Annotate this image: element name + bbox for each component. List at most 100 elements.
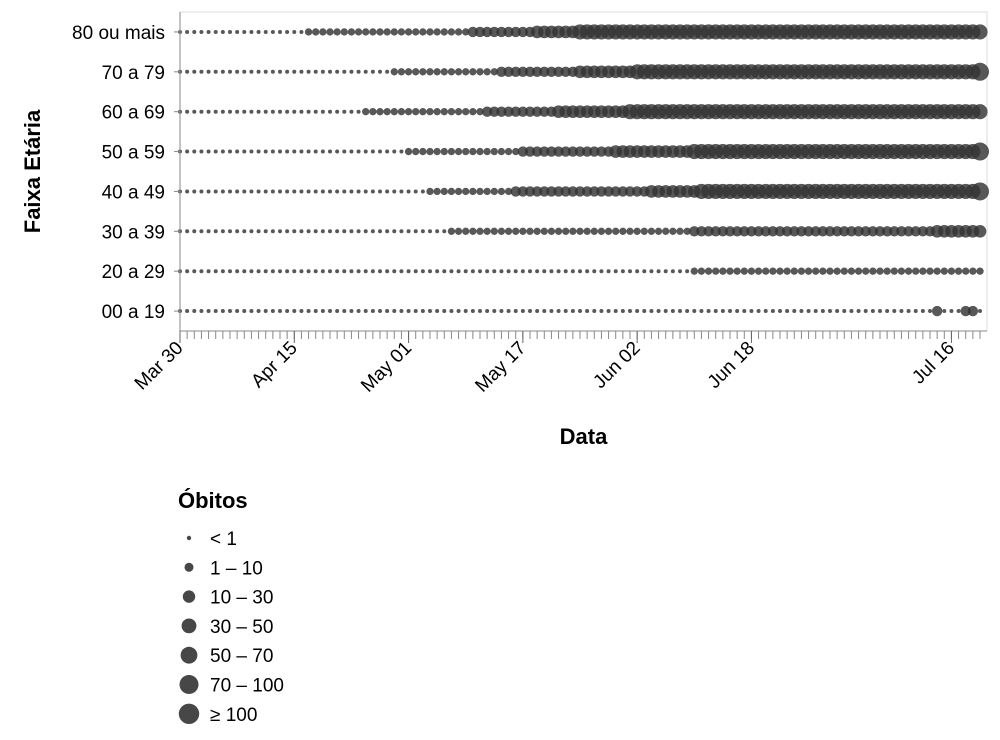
bubble-point <box>235 269 240 274</box>
bubble-point <box>754 267 763 275</box>
bubble-point <box>220 269 225 274</box>
bubble-point <box>390 108 398 116</box>
bubble-point <box>199 309 204 314</box>
bubble-point <box>299 69 304 74</box>
bubble-point <box>870 309 875 314</box>
bubble-point <box>642 309 647 314</box>
bubble-point <box>878 309 882 314</box>
bubble-point <box>770 309 775 314</box>
bubble-point <box>712 267 720 275</box>
x-tick-label: Jul 16 <box>908 338 959 389</box>
bubble-point <box>328 309 332 314</box>
bubble-point <box>285 69 290 74</box>
legend-symbol <box>186 535 192 541</box>
bubble-point <box>420 309 425 314</box>
bubble-point <box>956 309 961 314</box>
data-marks <box>178 24 989 317</box>
bubble-point <box>697 267 706 275</box>
bubble-point <box>249 229 254 234</box>
bubble-point <box>228 229 232 234</box>
bubble-point <box>249 109 254 114</box>
bubble-point <box>976 267 984 275</box>
bubble-point <box>320 149 325 154</box>
bubble-point <box>828 309 832 314</box>
bubble-point <box>406 309 411 314</box>
bubble-point <box>333 28 341 36</box>
bubble-point <box>663 309 668 314</box>
bubble-point <box>285 309 290 314</box>
bubble-point <box>378 189 382 194</box>
bubble-point <box>606 269 611 274</box>
bubble-point <box>426 108 434 116</box>
bubble-point <box>320 109 325 114</box>
bubble-point <box>483 68 491 76</box>
legend-items: < 1 1 – 10 10 – 30 30 – 50 50 – 70 70 – 100 ≥ … <box>178 529 284 726</box>
bubble-point <box>553 186 564 197</box>
bubble-point <box>220 149 225 154</box>
bubble-point <box>342 309 347 314</box>
bubble-point <box>192 69 197 74</box>
bubble-point <box>192 189 197 194</box>
bubble-point <box>528 269 532 274</box>
bubble-point <box>299 189 304 194</box>
bubble-point <box>913 309 918 314</box>
bubble-point <box>342 69 347 74</box>
bubble-point <box>363 229 368 234</box>
bubble-point <box>278 149 282 154</box>
bubble-point <box>589 186 600 197</box>
bubble-point <box>592 309 597 314</box>
y-tick-label: 60 a 69 <box>102 103 165 124</box>
bubble-point <box>235 69 240 74</box>
bubble-point <box>706 309 711 314</box>
bubble-point <box>249 149 254 154</box>
bubble-point <box>692 309 697 314</box>
bubble-point <box>510 106 521 117</box>
bubble-point <box>292 269 297 274</box>
bubble-point <box>385 149 390 154</box>
bubble-point <box>835 309 840 314</box>
bubble-point <box>528 309 532 314</box>
bubble-point <box>596 186 607 197</box>
bubble-point <box>354 28 363 36</box>
bubble-point <box>356 309 361 314</box>
bubble-point <box>553 66 564 78</box>
bubble-point <box>392 149 397 154</box>
bubble-point <box>803 226 814 237</box>
bubble-point <box>553 146 564 157</box>
bubble-point <box>342 109 347 114</box>
bubble-point <box>313 109 318 114</box>
bubble-point <box>385 229 390 234</box>
bubble-point <box>517 186 529 197</box>
bubble-point <box>531 146 543 157</box>
bubble-point <box>531 66 543 78</box>
bubble-point <box>624 186 636 197</box>
bubble-point <box>185 69 190 74</box>
bubble-point <box>556 269 561 274</box>
bubble-point <box>476 108 484 116</box>
bubble-point <box>428 269 432 274</box>
bubble-point <box>292 309 297 314</box>
bubble-point <box>742 309 747 314</box>
bubble-point <box>335 229 340 234</box>
bubble-point <box>560 186 571 197</box>
bubble-point <box>942 309 947 314</box>
bubble-point <box>256 309 261 314</box>
bubble-point <box>567 186 579 197</box>
bubble-point <box>504 187 513 196</box>
bubble-point <box>356 69 361 74</box>
legend-symbol <box>178 703 200 724</box>
bubble-point <box>220 309 225 314</box>
bubble-point <box>517 26 529 38</box>
bubble-point <box>526 227 534 235</box>
bubble-point <box>476 187 484 196</box>
bubble-point <box>347 28 356 36</box>
bubble-point <box>249 269 254 274</box>
bubble-point <box>299 309 304 314</box>
bubble-point <box>560 146 571 157</box>
bubble-point <box>242 309 247 314</box>
bubble-point <box>228 29 232 34</box>
bubble-point <box>481 26 493 38</box>
bubble-point <box>854 267 863 275</box>
bubble-point <box>383 108 391 116</box>
bubble-point <box>546 186 557 197</box>
